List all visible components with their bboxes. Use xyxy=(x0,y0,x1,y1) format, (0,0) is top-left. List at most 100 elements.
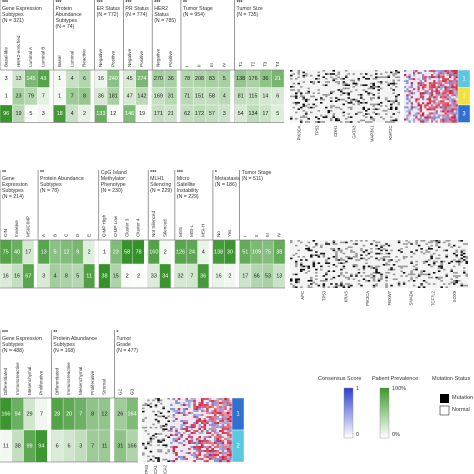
mutation-cell xyxy=(387,268,391,271)
expression-cell xyxy=(177,398,181,401)
mutation-cell xyxy=(457,264,461,266)
mutation-cell xyxy=(370,97,373,99)
cell-value: 138 xyxy=(236,76,245,82)
mutation-cell xyxy=(312,254,316,256)
expression-cell xyxy=(188,458,191,461)
expression-cell xyxy=(201,416,204,419)
mutation-cell xyxy=(430,241,433,244)
expression-cell xyxy=(206,430,209,433)
column-label: Proliferative xyxy=(39,370,44,395)
mutation-cell xyxy=(327,73,330,75)
expression-cell xyxy=(206,438,209,441)
expression-cell xyxy=(408,78,411,81)
expression-cell xyxy=(180,416,184,419)
expression-cell xyxy=(185,412,189,415)
expression-cell xyxy=(451,78,454,81)
mutation-cell xyxy=(377,265,381,268)
mutation-cell xyxy=(360,94,363,96)
expression-cell xyxy=(424,114,427,117)
mutation-cell xyxy=(295,118,298,120)
expression-cell xyxy=(451,80,454,83)
expression-cell xyxy=(404,104,407,107)
mutation-cell xyxy=(342,275,346,277)
column-label: Mesenchymal xyxy=(27,367,32,395)
expression-cell xyxy=(424,116,427,119)
expression-cell xyxy=(440,78,443,81)
mutation-cell xyxy=(437,270,441,272)
expression-cell xyxy=(433,112,436,115)
cell-value: 3 xyxy=(5,76,8,82)
significance: ** xyxy=(40,170,45,176)
expression-cell xyxy=(208,416,212,419)
mutation-cell xyxy=(355,98,358,101)
expression-cell xyxy=(180,460,184,463)
expression-cell xyxy=(419,96,423,99)
expression-cell xyxy=(193,416,197,419)
cell-value: 20 xyxy=(66,411,72,417)
expression-cell xyxy=(180,398,184,401)
expression-cell xyxy=(437,120,441,123)
expression-cell xyxy=(437,98,441,101)
expression-cell xyxy=(213,426,217,429)
expression-cell xyxy=(444,98,447,101)
expression-cell xyxy=(211,436,215,439)
mutation-cell xyxy=(147,433,150,435)
expression-cell xyxy=(435,102,438,105)
mutation-cell xyxy=(307,267,311,269)
expression-cell xyxy=(229,420,233,423)
expression-cell xyxy=(224,440,228,443)
expression-cell xyxy=(208,418,212,421)
mutation-cell xyxy=(425,243,428,245)
mutation-cell xyxy=(457,240,461,242)
expression-cell xyxy=(175,436,178,439)
mutation-cell xyxy=(302,81,305,83)
expression-cell xyxy=(229,450,233,453)
expression-cell xyxy=(422,104,425,107)
mutation-cell xyxy=(422,252,426,255)
expression-cell xyxy=(449,82,452,85)
mutation-cell xyxy=(362,119,365,122)
cell-value: 32 xyxy=(177,273,183,279)
expression-cell xyxy=(433,102,436,105)
expression-cell xyxy=(188,450,191,453)
expression-cell xyxy=(193,426,197,429)
expression-cell xyxy=(449,88,452,91)
expression-cell xyxy=(203,434,207,437)
mutation-cell xyxy=(310,283,313,285)
cell-value: 57 xyxy=(209,111,215,117)
mutation-cell xyxy=(362,278,366,280)
expression-cell xyxy=(188,452,191,455)
cell-value: 270 xyxy=(154,76,163,82)
expression-cell xyxy=(451,74,454,77)
group-count: (N = 954) xyxy=(182,12,205,18)
expression-cell xyxy=(410,76,414,79)
mutation-cell xyxy=(332,79,335,82)
mutation-cell xyxy=(387,84,390,86)
mutation-cell xyxy=(332,78,335,80)
expression-cell xyxy=(206,398,209,401)
expression-cell xyxy=(226,400,230,403)
mutation-cell xyxy=(330,92,333,94)
mutation-cell xyxy=(387,121,390,123)
expression-cell xyxy=(201,414,204,417)
mutation-cell xyxy=(462,270,466,272)
expression-cell xyxy=(208,454,212,457)
expression-cell xyxy=(424,76,427,79)
expression-cell xyxy=(172,414,176,417)
mutation-cell xyxy=(437,265,441,268)
mutation-cell xyxy=(310,276,313,279)
group-title: Micro Satellite Instability xyxy=(176,176,199,194)
expression-cell xyxy=(211,438,215,441)
expression-cell xyxy=(224,404,228,407)
expression-cell xyxy=(182,404,186,407)
expression-cell xyxy=(195,424,199,427)
expression-cell xyxy=(175,400,178,403)
mutation-cell xyxy=(392,81,395,83)
expression-cell xyxy=(415,70,418,73)
group-header: *** Gene Expression Subtypes (N = 321) xyxy=(0,0,50,24)
cell-value: 5 xyxy=(54,249,57,255)
expression-cell xyxy=(190,398,194,401)
mutation-cell xyxy=(372,94,375,96)
significance: *** xyxy=(2,330,9,336)
expression-cell xyxy=(213,430,217,433)
